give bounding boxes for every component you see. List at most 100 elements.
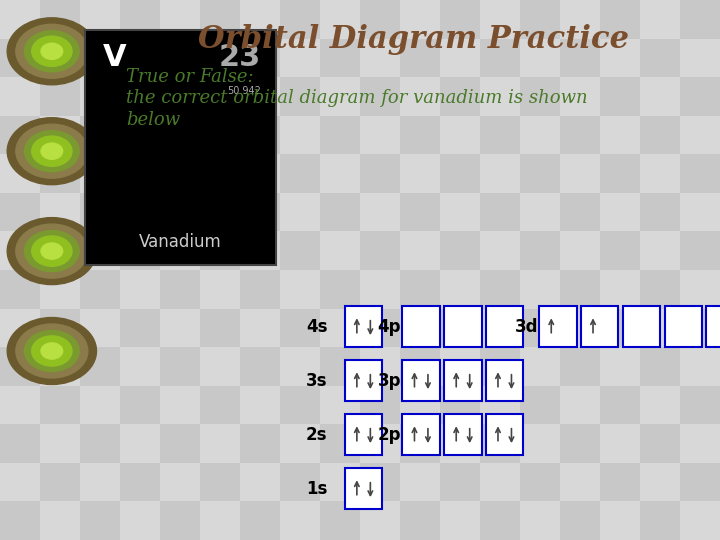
Bar	[400, 502, 440, 540]
Bar	[480, 270, 520, 308]
Bar	[240, 193, 280, 232]
Circle shape	[24, 131, 79, 172]
Bar	[0, 463, 40, 502]
Bar	[0, 77, 40, 116]
Bar	[560, 0, 600, 38]
Bar	[665, 306, 702, 347]
Bar	[240, 116, 280, 154]
Bar	[160, 347, 200, 386]
Bar	[80, 502, 120, 540]
Circle shape	[33, 237, 71, 265]
Bar	[40, 270, 80, 308]
Circle shape	[41, 143, 63, 159]
Bar	[360, 502, 400, 540]
Bar	[280, 502, 320, 540]
Bar	[402, 306, 440, 347]
Bar	[200, 502, 240, 540]
Bar	[600, 308, 640, 347]
Bar	[0, 232, 40, 270]
Bar	[320, 77, 360, 116]
Bar	[640, 347, 680, 386]
Bar	[444, 415, 482, 455]
Bar	[280, 232, 320, 270]
Bar	[600, 347, 640, 386]
Bar	[40, 308, 80, 347]
Bar	[560, 38, 600, 77]
Bar	[200, 463, 240, 502]
Bar	[680, 232, 720, 270]
Bar	[480, 424, 520, 463]
Bar	[480, 116, 520, 154]
Bar	[440, 347, 480, 386]
Bar	[520, 270, 560, 308]
Bar	[240, 463, 280, 502]
Bar	[640, 38, 680, 77]
Bar	[200, 347, 240, 386]
Bar	[0, 38, 40, 77]
Bar	[160, 154, 200, 193]
Bar	[120, 0, 160, 38]
Bar	[240, 38, 280, 77]
Bar	[240, 347, 280, 386]
Bar	[640, 193, 680, 232]
Bar	[200, 308, 240, 347]
Bar	[280, 308, 320, 347]
Bar	[0, 0, 40, 38]
Bar	[486, 306, 523, 347]
Bar	[400, 232, 440, 270]
Bar	[80, 347, 120, 386]
Circle shape	[7, 118, 96, 185]
Bar	[160, 193, 200, 232]
Bar	[400, 38, 440, 77]
Bar	[480, 193, 520, 232]
Bar	[200, 424, 240, 463]
Bar	[440, 154, 480, 193]
Bar	[600, 38, 640, 77]
Bar	[40, 38, 80, 77]
Bar	[200, 232, 240, 270]
Text: the correct orbital diagram for vanadium is shown: the correct orbital diagram for vanadium…	[126, 89, 588, 107]
Bar	[520, 386, 560, 424]
Bar	[85, 30, 276, 265]
Bar	[160, 0, 200, 38]
Bar	[440, 424, 480, 463]
Bar	[520, 502, 560, 540]
Text: below: below	[126, 111, 180, 129]
Text: V: V	[103, 43, 127, 72]
Bar	[160, 308, 200, 347]
Bar	[680, 502, 720, 540]
Bar	[400, 193, 440, 232]
Bar	[120, 77, 160, 116]
Bar	[640, 502, 680, 540]
Bar	[520, 424, 560, 463]
Bar	[200, 193, 240, 232]
Bar	[40, 193, 80, 232]
Bar	[600, 154, 640, 193]
Bar	[120, 116, 160, 154]
Bar	[400, 308, 440, 347]
Bar	[40, 424, 80, 463]
Bar	[320, 0, 360, 38]
Bar	[40, 463, 80, 502]
Bar	[706, 306, 720, 347]
Bar	[40, 502, 80, 540]
Bar	[600, 193, 640, 232]
Bar	[160, 38, 200, 77]
Bar	[120, 308, 160, 347]
Circle shape	[33, 137, 71, 165]
Bar	[120, 463, 160, 502]
Bar	[520, 232, 560, 270]
Bar	[560, 232, 600, 270]
Bar	[320, 270, 360, 308]
Bar	[80, 270, 120, 308]
Bar	[200, 77, 240, 116]
Bar	[640, 116, 680, 154]
Bar	[345, 361, 382, 401]
Bar	[280, 463, 320, 502]
Bar	[120, 270, 160, 308]
Bar	[280, 386, 320, 424]
Bar	[560, 386, 600, 424]
Bar	[280, 0, 320, 38]
Bar	[280, 38, 320, 77]
Bar	[0, 502, 40, 540]
